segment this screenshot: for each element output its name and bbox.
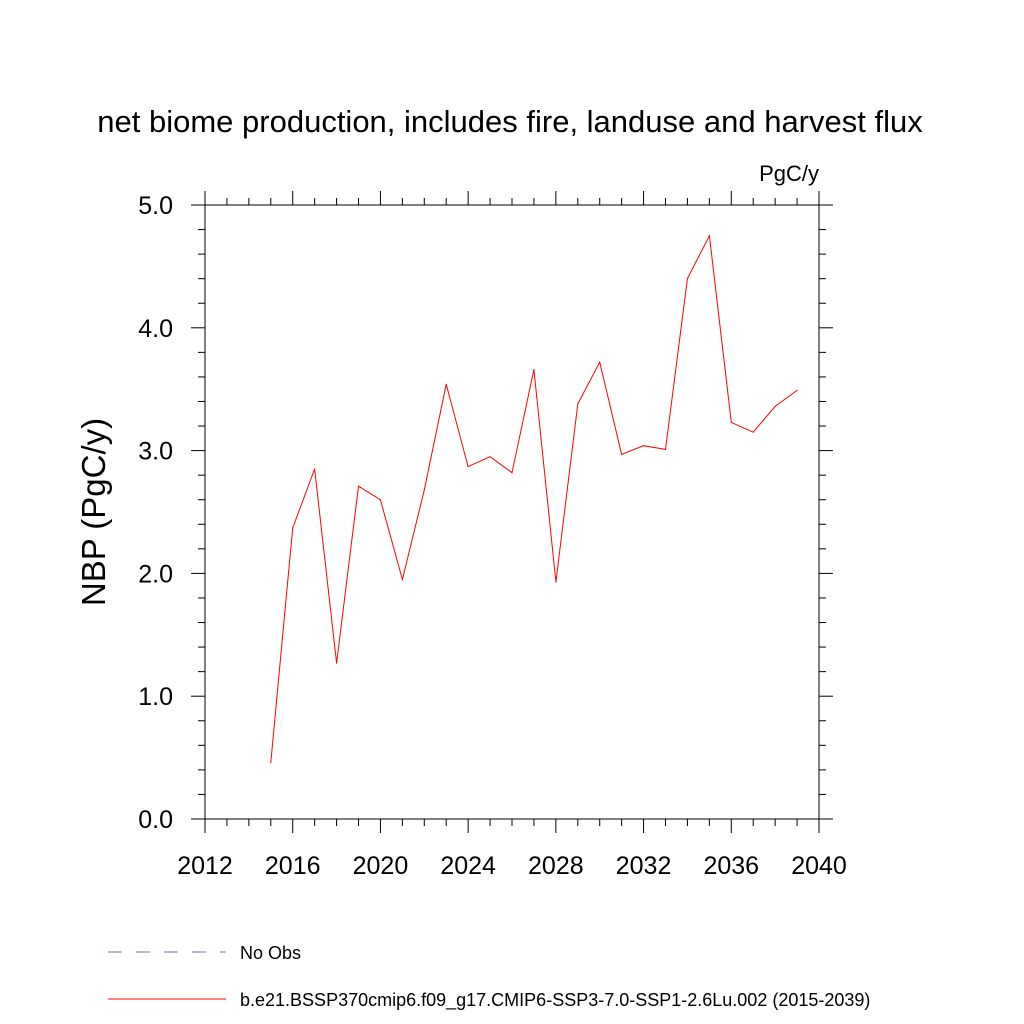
data-point — [621, 453, 623, 455]
x-tick-label: 2016 — [265, 852, 321, 880]
y-tick-label: 4.0 — [138, 315, 173, 343]
series-line — [270, 234, 798, 763]
data-point — [489, 456, 491, 458]
data-point — [511, 472, 513, 474]
chart-title: net biome production, includes fire, lan… — [97, 104, 923, 139]
y-tick-label: 2.0 — [138, 560, 173, 588]
legend-label: No Obs — [240, 943, 301, 963]
axis-ticks — [191, 191, 833, 833]
y-tick-label: 0.0 — [138, 806, 173, 834]
series-layer — [270, 234, 798, 764]
data-point — [270, 761, 272, 764]
x-tick-label: 2024 — [440, 852, 496, 880]
data-point — [423, 489, 425, 491]
y-tick-label: 3.0 — [138, 438, 173, 466]
axis-tick-labels: 2012 2016 2020 2024 2028 2032 2036 2040 0.0 1.0 2.… — [138, 192, 847, 880]
data-point — [555, 581, 557, 583]
data-point — [708, 235, 710, 237]
data-point — [664, 448, 667, 450]
data-point — [445, 383, 447, 385]
data-point — [379, 499, 382, 501]
data-point — [357, 485, 360, 487]
y-tick-label: 5.0 — [138, 192, 173, 220]
x-tick-label: 2012 — [177, 852, 233, 880]
data-point — [752, 431, 754, 433]
data-point — [730, 421, 732, 423]
data-point — [599, 361, 601, 363]
legend-label: b.e21.BSSP370cmip6.f09_g17.CMIP6-SSP3-7.… — [240, 990, 870, 1011]
legend: No Obs b.e21.BSSP370cmip6.f09_g17.CMIP6-S… — [108, 943, 870, 1011]
x-tick-label: 2028 — [528, 852, 584, 880]
data-point — [796, 389, 798, 392]
x-tick-label: 2020 — [353, 852, 409, 880]
data-point — [533, 368, 535, 371]
x-tick-label: 2032 — [616, 852, 672, 880]
y-tick-label: 1.0 — [138, 683, 173, 711]
data-point — [292, 527, 294, 529]
plot-frame — [204, 204, 820, 820]
data-point — [314, 468, 316, 470]
data-point — [774, 405, 776, 407]
data-point — [335, 662, 338, 664]
data-point — [642, 445, 645, 447]
y-axis-label: NBP (PgC/y) — [75, 418, 112, 606]
units-label: PgC/y — [759, 161, 819, 186]
x-tick-label: 2036 — [703, 852, 759, 880]
data-point — [577, 403, 579, 405]
x-tick-label: 2040 — [791, 852, 847, 880]
data-point — [401, 578, 403, 581]
data-point — [467, 465, 469, 468]
data-point — [686, 278, 689, 280]
